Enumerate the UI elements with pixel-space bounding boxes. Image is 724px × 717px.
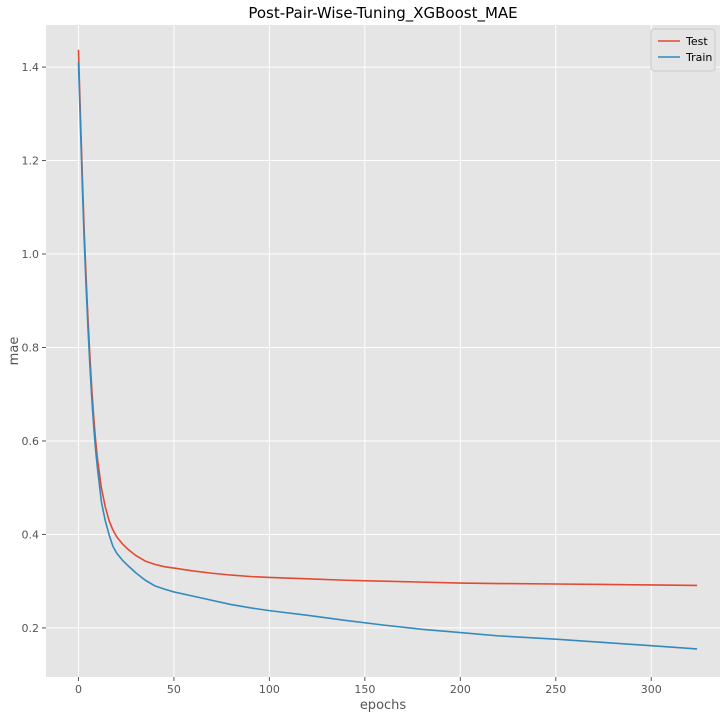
y-tick-label: 0.2: [22, 622, 40, 635]
series-line-train: [77, 62, 698, 650]
legend-box: [650, 28, 716, 72]
legend: Test Train: [650, 28, 716, 72]
series-lines: [77, 49, 698, 650]
x-tick-label: 200: [450, 683, 471, 696]
y-tick-label: 0.8: [22, 341, 40, 354]
y-tick-label: 0.4: [22, 528, 40, 541]
x-tick-label: 150: [354, 683, 375, 696]
x-axis-label: epochs: [360, 698, 407, 713]
x-tick-label: 0: [75, 683, 82, 696]
x-tick-label: 300: [641, 683, 662, 696]
chart-title: Post-Pair-Wise-Tuning_XGBoost_MAE: [248, 4, 517, 23]
plot-area: [46, 25, 720, 677]
legend-label-test: Test: [685, 35, 708, 48]
x-tick-label: 100: [259, 683, 280, 696]
tick-labels: 0 50 100 150 200 250 300 0.2 0.4 0.6 0.8 1.0 1.2 1.4: [22, 61, 662, 696]
y-axis-label: mae: [7, 337, 22, 366]
y-tick-label: 1.2: [22, 155, 40, 168]
x-tick-label: 250: [545, 683, 566, 696]
y-tick-label: 0.6: [22, 435, 40, 448]
y-tick-label: 1.4: [22, 61, 40, 74]
legend-label-train: Train: [685, 51, 712, 64]
y-tick-label: 1.0: [22, 248, 40, 261]
x-tick-label: 50: [167, 683, 181, 696]
grid: [46, 25, 720, 677]
